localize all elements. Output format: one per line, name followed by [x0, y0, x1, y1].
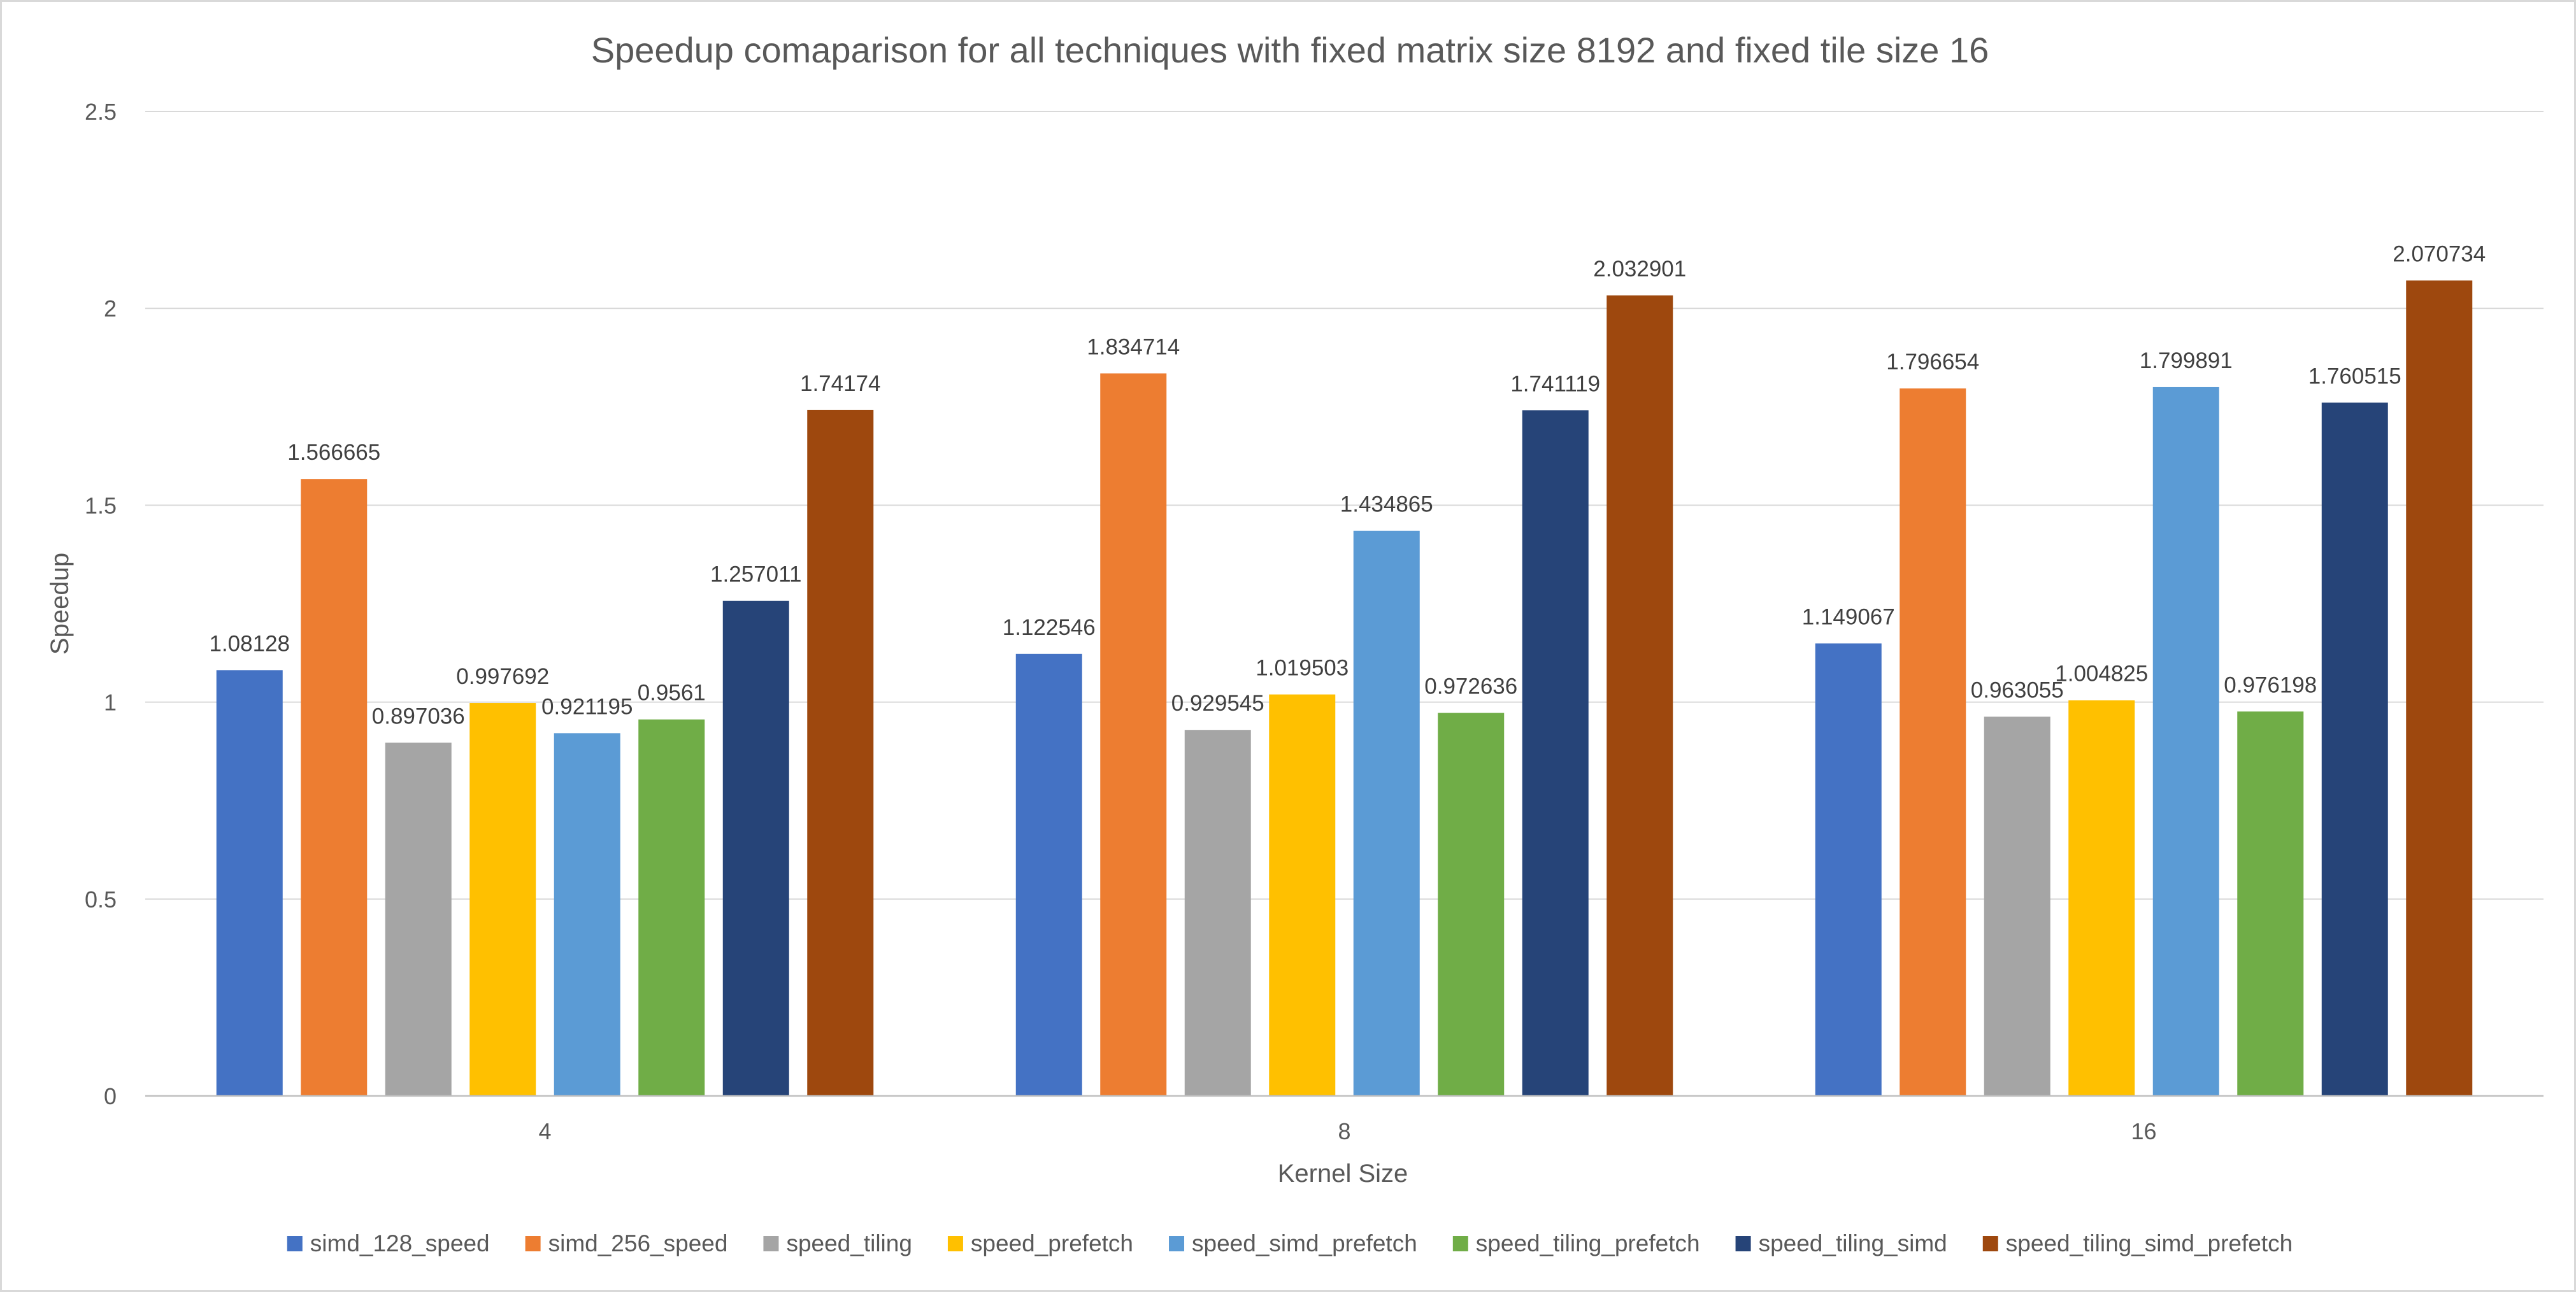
data-label: 0.997692 — [456, 664, 549, 689]
data-label: 1.257011 — [710, 562, 801, 587]
legend-label-simd_128_speed: simd_128_speed — [310, 1230, 490, 1256]
bar-speed_tiling_simd-16 — [2321, 402, 2388, 1096]
legend-swatch-simd_256_speed — [525, 1236, 541, 1251]
data-label: 1.796654 — [1886, 350, 1979, 374]
bar-speed_simd_prefetch-4 — [554, 733, 620, 1096]
bar-speed_tiling_simd_prefetch-4 — [807, 409, 874, 1096]
legend-label-speed_prefetch: speed_prefetch — [971, 1230, 1133, 1256]
x-tick-label: 8 — [1338, 1118, 1350, 1144]
data-label: 1.834714 — [1087, 334, 1180, 359]
bar-speed_tiling_simd_prefetch-16 — [2406, 280, 2473, 1096]
bar-speed_tiling-4 — [385, 743, 452, 1096]
x-tick-label: 4 — [538, 1118, 551, 1144]
bar-speed_tiling_prefetch-16 — [2237, 711, 2304, 1096]
bar-speed_tiling-8 — [1184, 730, 1251, 1096]
data-labels: 1.081281.5666650.8970360.9976920.9211950… — [209, 241, 2486, 729]
data-label: 0.972636 — [1424, 674, 1517, 699]
legend-label-simd_256_speed: simd_256_speed — [548, 1230, 728, 1256]
bar-speed_tiling_prefetch-8 — [1438, 713, 1505, 1096]
legend: simd_128_speed simd_256_speed speed_tiling… — [287, 1230, 2293, 1256]
bar-simd_128_speed-8 — [1015, 653, 1082, 1096]
chart-title: Speedup comaparison for all techniques w… — [591, 30, 1989, 70]
data-label: 1.434865 — [1340, 492, 1433, 517]
bar-speed_tiling_simd-4 — [722, 601, 789, 1096]
bar-speed_simd_prefetch-16 — [2152, 387, 2219, 1096]
y-tick-label: 0 — [104, 1083, 117, 1109]
data-label: 0.963055 — [1971, 678, 2064, 702]
data-label: 2.032901 — [1593, 257, 1686, 281]
legend-label-speed_tiling_simd: speed_tiling_simd — [1759, 1230, 1947, 1256]
legend-swatch-speed_tiling — [763, 1236, 779, 1251]
data-label: 1.760515 — [2308, 364, 2401, 388]
bar-simd_256_speed-16 — [1900, 388, 1966, 1096]
x-tick-label: 16 — [2131, 1118, 2156, 1144]
bars — [216, 280, 2473, 1097]
data-label: 0.897036 — [372, 704, 465, 729]
axes: 0 0.5 1 1.5 2 2.5 4 8 16 — [85, 99, 2544, 1144]
legend-swatch-speed_prefetch — [947, 1236, 963, 1251]
y-tick-label: 2.5 — [85, 99, 117, 125]
bar-simd_128_speed-16 — [1815, 643, 1882, 1096]
legend-label-speed_simd_prefetch: speed_simd_prefetch — [1192, 1230, 1417, 1256]
data-label: 2.070734 — [2393, 241, 2486, 266]
legend-swatch-speed_tiling_prefetch — [1452, 1236, 1468, 1251]
bar-simd_128_speed-4 — [216, 670, 283, 1096]
data-label: 1.74174 — [800, 371, 881, 396]
legend-swatch-speed_tiling_simd — [1735, 1236, 1751, 1251]
legend-swatch-simd_128_speed — [287, 1236, 303, 1251]
gridlines — [145, 111, 2544, 900]
bar-speed_prefetch-16 — [2068, 700, 2135, 1096]
bar-speed_prefetch-8 — [1269, 694, 1336, 1096]
data-label: 0.9561 — [638, 681, 706, 706]
legend-swatch-speed_tiling_simd_prefetch — [1982, 1236, 1998, 1251]
legend-label-speed_tiling_simd_prefetch: speed_tiling_simd_prefetch — [2006, 1230, 2293, 1256]
bar-speed_tiling_simd_prefetch-8 — [1606, 295, 1673, 1097]
x-axis-title: Kernel Size — [1278, 1160, 1408, 1188]
bar-speed_simd_prefetch-8 — [1353, 530, 1420, 1096]
data-label: 1.004825 — [2055, 662, 2148, 686]
bar-speed_tiling-16 — [1984, 716, 2050, 1096]
y-axis-title: Speedup — [46, 553, 74, 655]
data-label: 0.929545 — [1171, 691, 1264, 716]
data-label: 1.566665 — [287, 440, 380, 465]
legend-label-speed_tiling: speed_tiling — [786, 1230, 912, 1256]
legend-swatch-speed_simd_prefetch — [1169, 1236, 1185, 1251]
y-tick-label: 0.5 — [85, 886, 117, 913]
bar-speed_tiling_prefetch-4 — [638, 719, 705, 1096]
bar-speed_prefetch-4 — [469, 703, 536, 1096]
bar-speed_tiling_simd-8 — [1522, 410, 1589, 1096]
data-label: 1.122546 — [1003, 615, 1096, 640]
y-tick-label: 1.5 — [85, 492, 117, 518]
data-label: 1.149067 — [1802, 604, 1895, 629]
data-label: 0.921195 — [541, 694, 633, 719]
data-label: 1.019503 — [1256, 656, 1349, 681]
data-label: 1.799891 — [2140, 348, 2233, 373]
data-label: 1.08128 — [209, 631, 290, 656]
data-label: 1.741119 — [1510, 371, 1600, 396]
bar-simd_256_speed-4 — [301, 479, 368, 1096]
legend-label-speed_tiling_prefetch: speed_tiling_prefetch — [1476, 1230, 1700, 1256]
data-label: 0.976198 — [2224, 672, 2317, 697]
bar-simd_256_speed-8 — [1100, 373, 1167, 1096]
y-tick-label: 2 — [104, 295, 117, 322]
y-tick-label: 1 — [104, 690, 117, 716]
